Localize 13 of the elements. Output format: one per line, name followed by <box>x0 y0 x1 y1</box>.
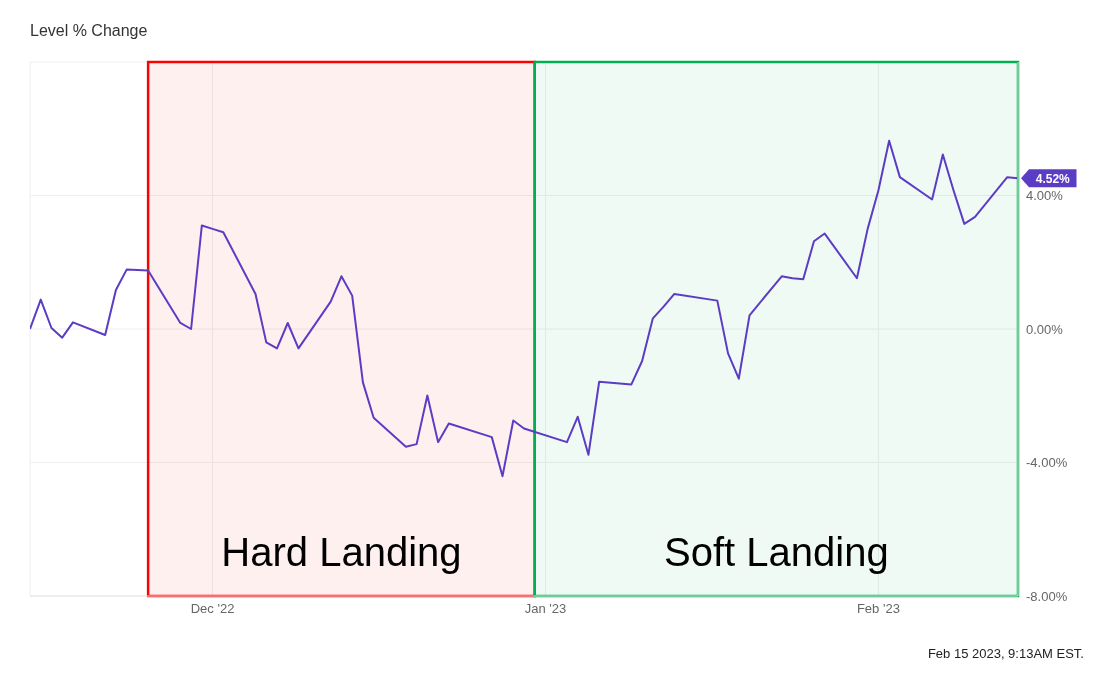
band-label: Soft Landing <box>664 530 889 574</box>
y-tick-label: 4.00% <box>1026 188 1064 204</box>
y-tick-label: -4.00% <box>1026 455 1068 471</box>
x-tick-label: Feb '23 <box>856 601 900 617</box>
y-tick-label: 0.00% <box>1026 321 1064 337</box>
band-label: Hard Landing <box>221 530 462 574</box>
text: Feb 15 2023, 9:13AM EST. <box>926 646 1084 661</box>
data-label: 4.52% <box>1035 171 1071 186</box>
x-tick-label: Jan '23 <box>524 601 567 617</box>
x-tick-label: Dec '22 <box>190 601 235 617</box>
line-series <box>30 139 1018 478</box>
chart-title: Level % Change <box>29 21 149 41</box>
y-tick-label: -8.00% <box>1026 588 1068 604</box>
